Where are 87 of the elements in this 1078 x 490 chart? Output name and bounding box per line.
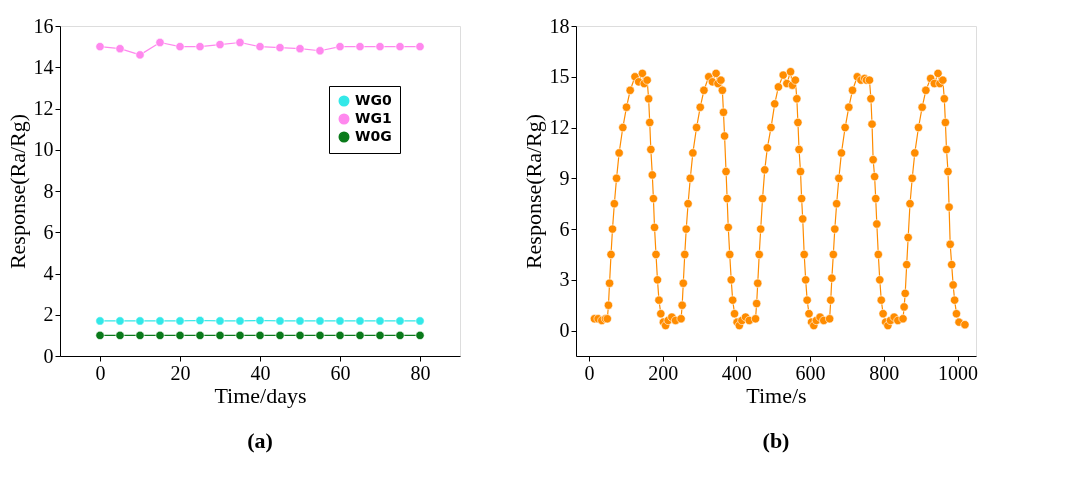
point [415,316,425,326]
point [155,38,165,47]
point [395,330,405,340]
y-tick-label: 14 [33,55,54,78]
point [95,316,105,326]
point [295,330,305,340]
point [155,316,165,326]
y-tick-label: 18 [549,14,570,37]
legend-label: W0G [355,128,392,144]
x-tick-label: 800 [869,361,900,384]
point [375,42,385,52]
point [355,316,365,326]
x-tick-label: 20 [170,361,191,384]
y-tick-label: 12 [33,97,54,119]
y-tick-label: 8 [43,179,54,202]
y-tick-label: 0 [43,344,54,367]
y-tick-label: 2 [43,303,54,326]
point [95,42,105,52]
point [395,42,405,52]
point [135,330,145,340]
x-tick-label: 0 [584,361,595,384]
point [335,316,345,326]
y-axis-title: Response(Ra/Rg) [520,113,546,270]
legend-label: WG1 [355,110,392,126]
y-tick-label: 15 [549,65,570,88]
x-tick-label: 40 [250,361,271,384]
point [355,42,365,52]
y-tick-label: 16 [33,14,54,37]
x-tick-label: 80 [410,361,431,384]
point [215,330,225,340]
point [275,316,285,326]
y-tick-label: 3 [559,268,570,291]
point [275,330,285,340]
point [195,316,205,325]
point [135,316,145,326]
x-tick-label: 400 [721,361,752,384]
point [115,316,125,326]
point [315,316,325,326]
point [235,330,245,340]
y-tick-label: 6 [559,217,570,240]
point [175,330,185,340]
y-axis-title: Response(Ra/Rg) [4,113,30,270]
x-axis-title: Time/days [214,382,307,408]
y-tick-label: 4 [43,262,54,284]
point [335,330,345,340]
point [135,50,145,60]
x-tick-label: 1000 [938,361,979,384]
point [175,42,185,52]
point [395,316,405,326]
legend-label: WG0 [355,92,392,108]
point [195,330,205,340]
point [355,330,365,340]
point [215,40,225,50]
point [295,44,305,54]
point [255,316,265,325]
point [115,44,125,54]
point [175,316,185,326]
point [195,42,205,52]
x-tick-label: 60 [330,361,351,384]
y-tick-label: 0 [559,319,570,342]
x-tick-label: 0 [95,361,106,384]
point [155,330,165,340]
point [295,316,305,326]
x-tick-label: 600 [795,361,826,384]
y-tick-label: 12 [549,116,570,139]
x-axis-title: Time/s [746,382,807,408]
point [255,330,265,340]
point [335,42,345,52]
point [415,42,425,52]
point [235,316,245,326]
text: (a) [247,428,273,453]
point [235,38,245,47]
point [115,330,125,340]
point [255,42,265,52]
point [375,330,385,340]
point [275,43,285,53]
y-tick-label: 10 [33,138,54,161]
point [315,330,325,340]
point [215,316,225,326]
point [95,330,105,340]
y-tick-label: 6 [43,220,54,243]
point [375,316,385,326]
y-tick-label: 9 [559,166,570,189]
x-tick-label: 200 [648,361,679,384]
point [415,330,425,340]
text: (b) [762,428,790,453]
point [315,46,325,56]
